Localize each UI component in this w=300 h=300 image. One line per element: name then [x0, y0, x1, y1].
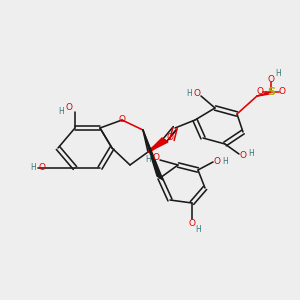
- Text: H: H: [58, 106, 64, 116]
- Text: S: S: [267, 87, 275, 97]
- Text: O: O: [239, 152, 247, 160]
- Text: O: O: [214, 158, 220, 166]
- Polygon shape: [148, 138, 168, 152]
- Text: O: O: [152, 154, 160, 163]
- Text: O: O: [65, 103, 73, 112]
- Text: O: O: [256, 88, 263, 97]
- Text: O: O: [167, 134, 173, 142]
- Text: H: H: [275, 70, 281, 79]
- Polygon shape: [143, 130, 163, 180]
- Text: O: O: [118, 116, 125, 124]
- Text: H: H: [186, 89, 192, 98]
- Text: H: H: [222, 157, 228, 166]
- Text: H: H: [248, 149, 254, 158]
- Text: O: O: [38, 164, 46, 172]
- Text: O: O: [194, 89, 200, 98]
- Text: H: H: [145, 154, 151, 164]
- Text: H: H: [30, 164, 36, 172]
- Text: O: O: [188, 218, 196, 227]
- Text: H: H: [195, 224, 201, 233]
- Text: O: O: [268, 74, 274, 83]
- Text: O: O: [278, 88, 286, 97]
